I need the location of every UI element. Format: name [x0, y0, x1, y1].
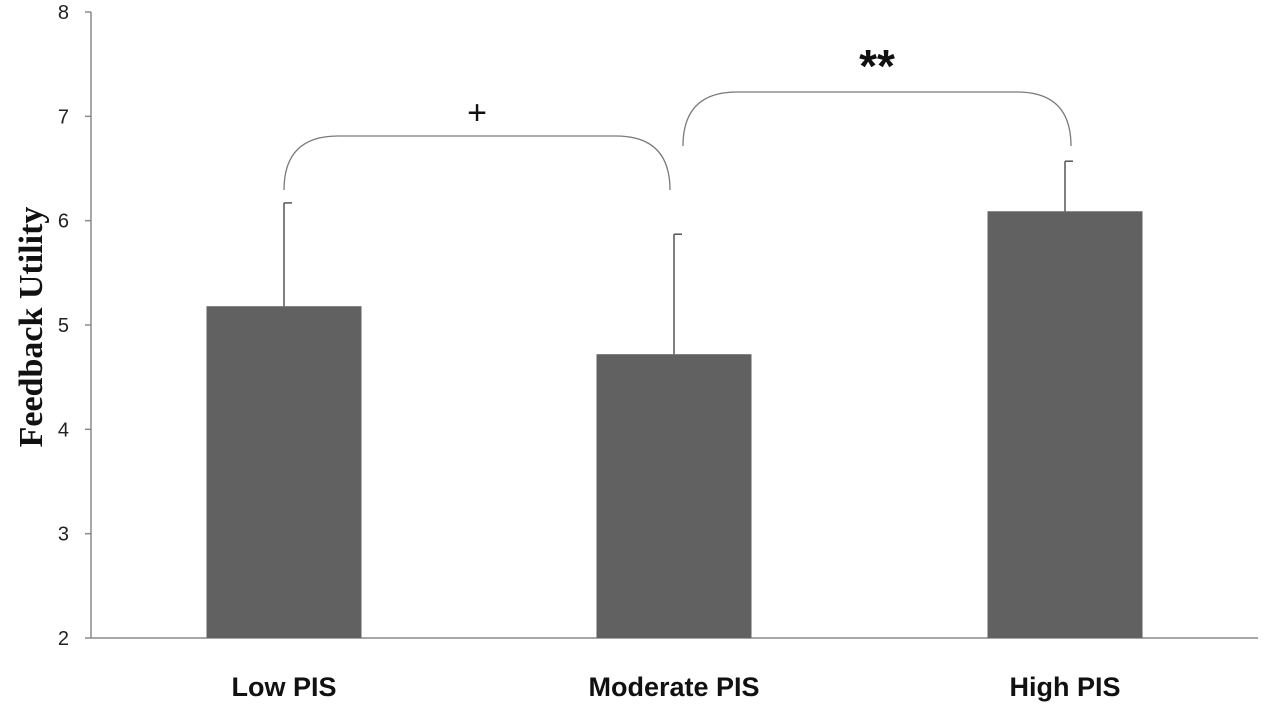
y-tick-label: 7: [58, 106, 69, 128]
error-bars: [283, 160, 1073, 355]
y-tick-label: 4: [58, 419, 69, 441]
y-tick-label: 3: [58, 524, 69, 546]
bar: [987, 211, 1143, 638]
bar: [206, 306, 362, 638]
bar: [596, 354, 752, 638]
y-tick-label: 8: [58, 2, 69, 24]
axes: 2 3 4 5 6 7 8 Low PIS Moderate PIS High PIS: [58, 2, 1258, 702]
category-label: Low PIS: [231, 672, 336, 702]
significance-label: +: [467, 94, 487, 132]
bars: [206, 211, 1143, 638]
category-label: High PIS: [1009, 672, 1120, 702]
y-tick-label: 6: [58, 211, 69, 233]
y-tick-label: 5: [58, 315, 69, 337]
significance-annotations: + **: [283, 40, 1072, 191]
significance-label: **: [859, 40, 895, 92]
y-tick-label: 2: [58, 628, 69, 650]
significance-bracket: [682, 91, 1072, 147]
category-label: Moderate PIS: [588, 672, 759, 702]
y-axis-label: Feedback Utility: [13, 207, 50, 448]
significance-bracket: [283, 135, 671, 191]
